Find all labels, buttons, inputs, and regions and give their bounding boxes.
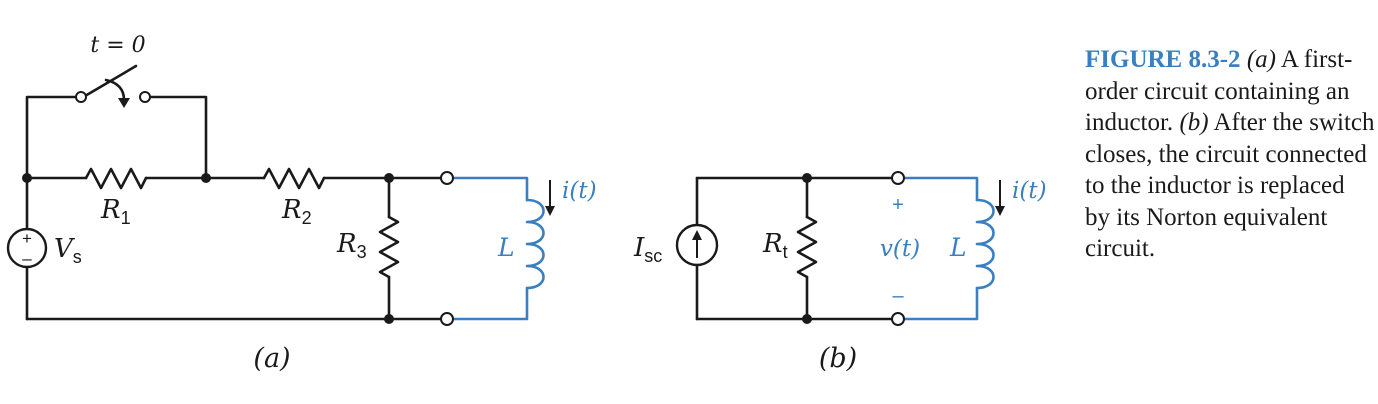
voltage-minus: – <box>892 285 904 307</box>
node <box>802 173 812 183</box>
part-b-text: After the switch closes, the circuit con… <box>1085 109 1375 262</box>
circuit-b: Isc Rt + – v(t) L i(t) (b) <box>633 171 1047 374</box>
switch-arrowhead <box>118 98 130 108</box>
circuit-figure: t = 0 + – Vs i(t) <box>6 33 1047 374</box>
r3-label: R3 <box>336 229 367 262</box>
source-minus-sign: – <box>22 249 32 268</box>
current-arrowhead <box>995 206 1005 216</box>
inductor-top-wire <box>445 176 529 202</box>
terminal-bottom <box>440 312 454 326</box>
caption-b: (b) <box>819 343 857 374</box>
source-plus-sign: + <box>22 229 32 248</box>
caption-a: (a) <box>253 343 290 374</box>
inductor-coil <box>975 198 995 290</box>
part-b-marker: (b) <box>1179 109 1209 136</box>
inductor-coil <box>525 198 545 290</box>
r2-label: R2 <box>281 195 312 228</box>
resistor-rt <box>796 215 818 279</box>
node <box>22 173 32 183</box>
node <box>201 173 211 183</box>
r1-label: R1 <box>100 195 131 228</box>
current-arrowhead <box>545 206 555 216</box>
switch-contact-right <box>139 91 151 103</box>
inductor-label: L <box>497 233 515 262</box>
inductor-bottom-wire <box>445 286 529 321</box>
resistor-r2 <box>262 167 326 190</box>
voltage-label: v(t) <box>880 236 920 262</box>
source-arrowhead <box>692 230 702 240</box>
current-label: i(t) <box>562 178 597 204</box>
figure-label: FIGURE 8.3-2 <box>1085 46 1241 73</box>
terminal-top <box>440 171 454 185</box>
switch-arrow <box>104 78 126 102</box>
switch-left-wire <box>25 95 81 178</box>
isc-label: Isc <box>633 233 662 266</box>
node <box>802 314 812 324</box>
part-a-marker: (a) <box>1246 46 1276 73</box>
current-label: i(t) <box>1012 178 1047 204</box>
terminal-bottom <box>891 312 905 326</box>
inductor-bottom-wire <box>896 286 979 321</box>
resistor-r3 <box>378 215 400 279</box>
voltage-plus: + <box>892 194 904 216</box>
node <box>384 173 394 183</box>
resistor-r1 <box>84 167 148 190</box>
switch-contact-left <box>75 91 87 103</box>
switch-right-wire <box>148 95 208 180</box>
inductor-label: L <box>949 233 967 262</box>
terminal-top <box>891 171 905 185</box>
circuit-a: t = 0 + – Vs i(t) <box>6 33 597 374</box>
figure-caption: FIGURE 8.3-2 (a) A first-order circuit c… <box>1085 44 1375 265</box>
rt-label: Rt <box>762 229 788 262</box>
source-label: Vs <box>54 234 82 267</box>
switch-time-label: t = 0 <box>90 33 145 58</box>
node <box>384 314 394 324</box>
part-a-text: A first-order circuit containing an indu… <box>1085 46 1353 136</box>
inductor-top-wire <box>896 176 979 202</box>
